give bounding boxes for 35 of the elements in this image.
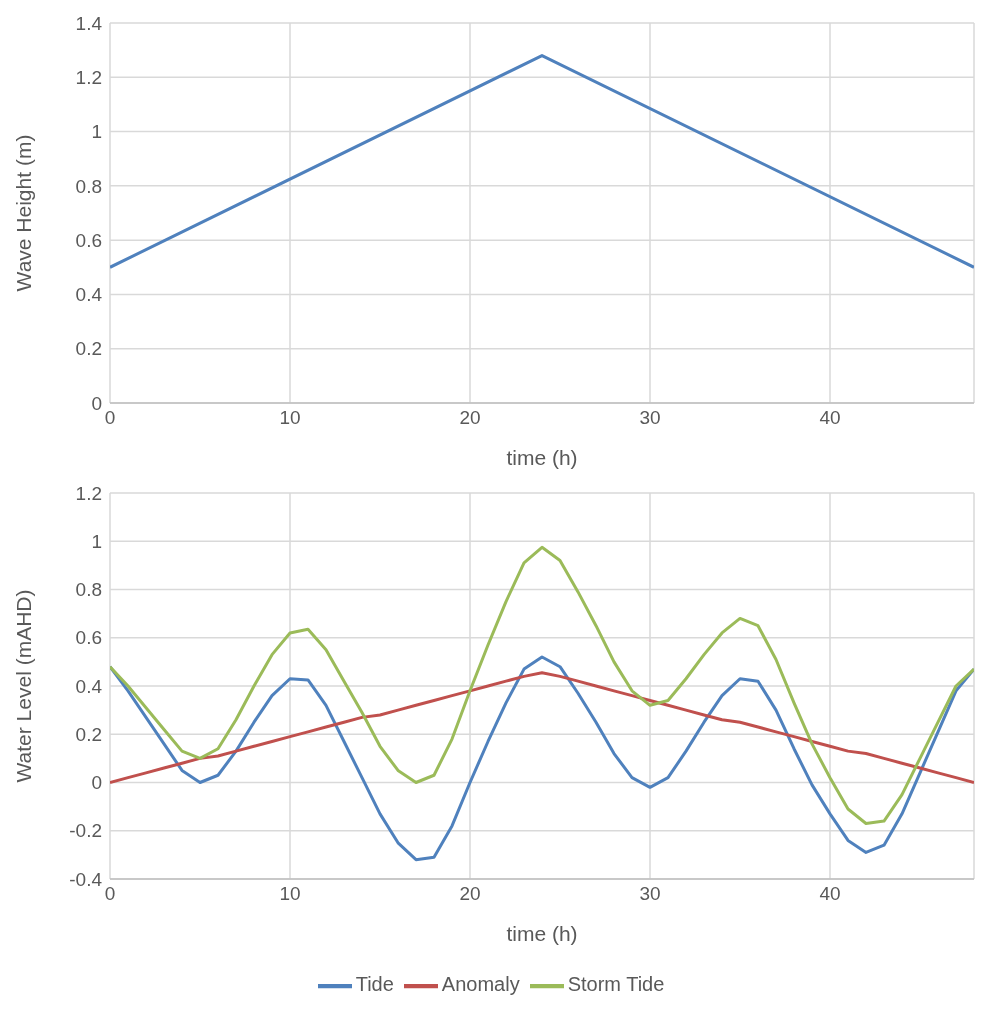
y-tick-label: 0 xyxy=(91,392,102,414)
x-tick-label: 20 xyxy=(459,883,481,905)
line-series xyxy=(110,655,974,862)
x-axis-title: time (h) xyxy=(506,446,578,469)
y-tick-label: 0.6 xyxy=(75,627,102,649)
y-tick-label: 0.2 xyxy=(75,723,102,745)
x-tick-label: 10 xyxy=(279,407,301,429)
y-tick-label: 1.2 xyxy=(75,482,102,504)
y-tick-label: 0 xyxy=(91,772,102,794)
line-series xyxy=(110,671,974,784)
y-tick-label: 0.6 xyxy=(75,229,102,251)
y-tick-label: 0.2 xyxy=(75,338,102,360)
y-tick-label: 0.8 xyxy=(75,579,102,601)
legend-label: Tide xyxy=(355,973,394,996)
x-tick-label: 10 xyxy=(279,883,301,905)
y-tick-label: -0.2 xyxy=(69,820,102,842)
x-tick-label: 20 xyxy=(459,407,481,429)
y-tick-label: 0.4 xyxy=(75,284,103,306)
y-tick-label: 0.8 xyxy=(75,175,102,197)
legend-label: Anomaly xyxy=(441,973,520,996)
y-tick-label: 1 xyxy=(91,530,102,552)
y-tick-label: -0.4 xyxy=(69,868,103,890)
y-tick-label: 1.4 xyxy=(75,12,103,34)
y-axis-title: Water Level (mAHD) xyxy=(12,589,36,783)
line-series xyxy=(110,545,974,826)
x-tick-label: 40 xyxy=(819,407,841,429)
x-axis-title: time (h) xyxy=(506,922,578,945)
x-tick-label: 40 xyxy=(819,883,841,905)
x-tick-label: 30 xyxy=(639,407,661,429)
x-tick-label: 30 xyxy=(639,883,661,905)
y-tick-label: 1.2 xyxy=(75,67,102,89)
y-tick-label: 0.4 xyxy=(75,675,103,697)
y-axis-title: Wave Height (m) xyxy=(12,134,36,292)
legend-label: Storm Tide xyxy=(567,973,665,996)
y-tick-label: 1 xyxy=(91,121,102,143)
